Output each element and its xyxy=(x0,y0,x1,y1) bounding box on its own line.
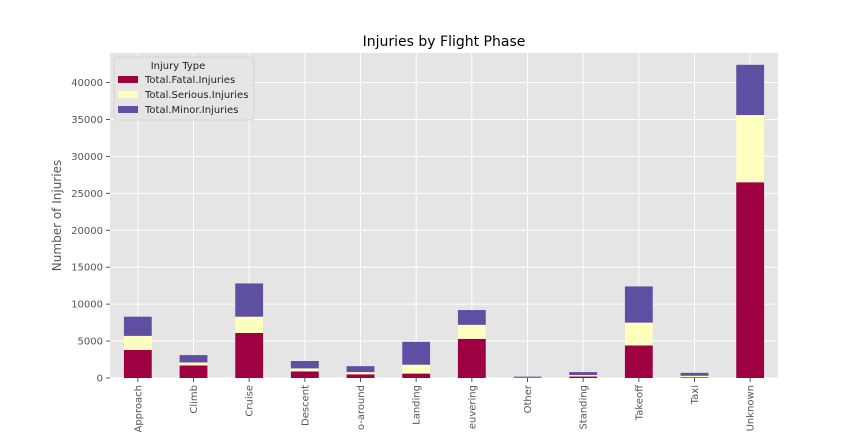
x-axis: Approach Climb Cruise Descent o-around Landin… xyxy=(133,378,757,432)
legend-title: Injury Type xyxy=(151,61,206,72)
y-tick-label: 0 xyxy=(97,374,103,385)
bar-euvering-series-0 xyxy=(457,338,486,378)
bar-climb-series-2 xyxy=(179,355,208,363)
bar-taxi-series-0 xyxy=(680,377,709,378)
y-tick-label: 25000 xyxy=(71,189,103,200)
bar-taxi-series-1 xyxy=(680,375,709,378)
bar-o-around-series-0 xyxy=(346,374,375,378)
bar-landing-series-2 xyxy=(402,341,431,365)
x-tick-label: Other xyxy=(523,384,534,413)
bar-cruise-series-2 xyxy=(235,283,264,317)
y-tick-label: 10000 xyxy=(71,300,103,311)
y-axis-label: Number of Injuries xyxy=(50,160,64,271)
x-tick-label: Landing xyxy=(412,385,423,425)
x-tick-label: o-around xyxy=(356,385,367,430)
bar-o-around-series-2 xyxy=(346,366,375,373)
legend-entry: Total.Serious.Injuries xyxy=(144,90,248,101)
bar-takeoff-series-2 xyxy=(624,286,653,323)
bar-takeoff-series-1 xyxy=(624,322,653,346)
bar-approach-series-1 xyxy=(123,335,152,350)
bar-cruise-series-0 xyxy=(235,332,264,378)
bar-taxi-series-2 xyxy=(680,372,709,376)
bar-climb-series-1 xyxy=(179,362,208,366)
y-tick-label: 30000 xyxy=(71,152,103,163)
x-tick-label: Taxi xyxy=(690,385,701,405)
legend-swatch xyxy=(118,91,138,98)
y-tick-label: 20000 xyxy=(71,226,103,237)
legend: Injury Type Total.Fatal.Injuries Total.Ser… xyxy=(113,56,255,121)
y-axis: 0 5000 10000 15000 20000 25000 30000 35000 40000 xyxy=(71,78,110,385)
x-tick-label: Descent xyxy=(300,385,311,426)
bar-takeoff-series-0 xyxy=(624,345,653,378)
bar-o-around-series-1 xyxy=(346,372,375,375)
bar-approach-series-2 xyxy=(123,316,152,336)
x-tick-label: Climb xyxy=(189,385,200,414)
bar-cruise-series-1 xyxy=(235,316,264,333)
bar-landing-series-0 xyxy=(402,373,431,378)
bar-unknown-series-0 xyxy=(736,182,765,378)
x-tick-label: euvering xyxy=(467,385,478,429)
bar-descent-series-1 xyxy=(290,368,319,372)
bar-euvering-series-1 xyxy=(457,324,486,339)
bar-unknown-series-2 xyxy=(736,64,765,116)
legend-entry: Total.Minor.Injuries xyxy=(144,105,238,116)
y-tick-label: 40000 xyxy=(71,78,103,89)
chart-title: Injuries by Flight Phase xyxy=(363,34,526,50)
x-tick-label: Standing xyxy=(579,385,590,430)
legend-box xyxy=(113,56,255,121)
bars xyxy=(123,64,765,378)
legend-entry: Total.Fatal.Injuries xyxy=(144,75,235,86)
bar-descent-series-0 xyxy=(290,371,319,378)
x-tick-label: Takeoff xyxy=(634,384,645,421)
x-tick-label: Approach xyxy=(133,385,144,432)
y-tick-label: 35000 xyxy=(71,115,103,126)
legend-swatch xyxy=(118,76,138,83)
y-tick-label: 15000 xyxy=(71,263,103,274)
legend-swatch xyxy=(118,106,138,113)
bar-euvering-series-2 xyxy=(457,310,486,325)
bar-approach-series-0 xyxy=(123,349,152,378)
bar-standing-series-2 xyxy=(569,372,598,376)
bar-standing-series-1 xyxy=(569,375,598,377)
bar-landing-series-1 xyxy=(402,364,431,374)
bar-standing-series-0 xyxy=(569,376,598,378)
bar-descent-series-2 xyxy=(290,361,319,369)
x-tick-label: Cruise xyxy=(245,385,256,417)
bar-other-series-0 xyxy=(513,377,542,378)
bar-unknown-series-1 xyxy=(736,115,765,183)
y-tick-label: 5000 xyxy=(78,337,103,348)
bar-climb-series-0 xyxy=(179,365,208,378)
x-tick-label: Unknown xyxy=(746,385,757,431)
